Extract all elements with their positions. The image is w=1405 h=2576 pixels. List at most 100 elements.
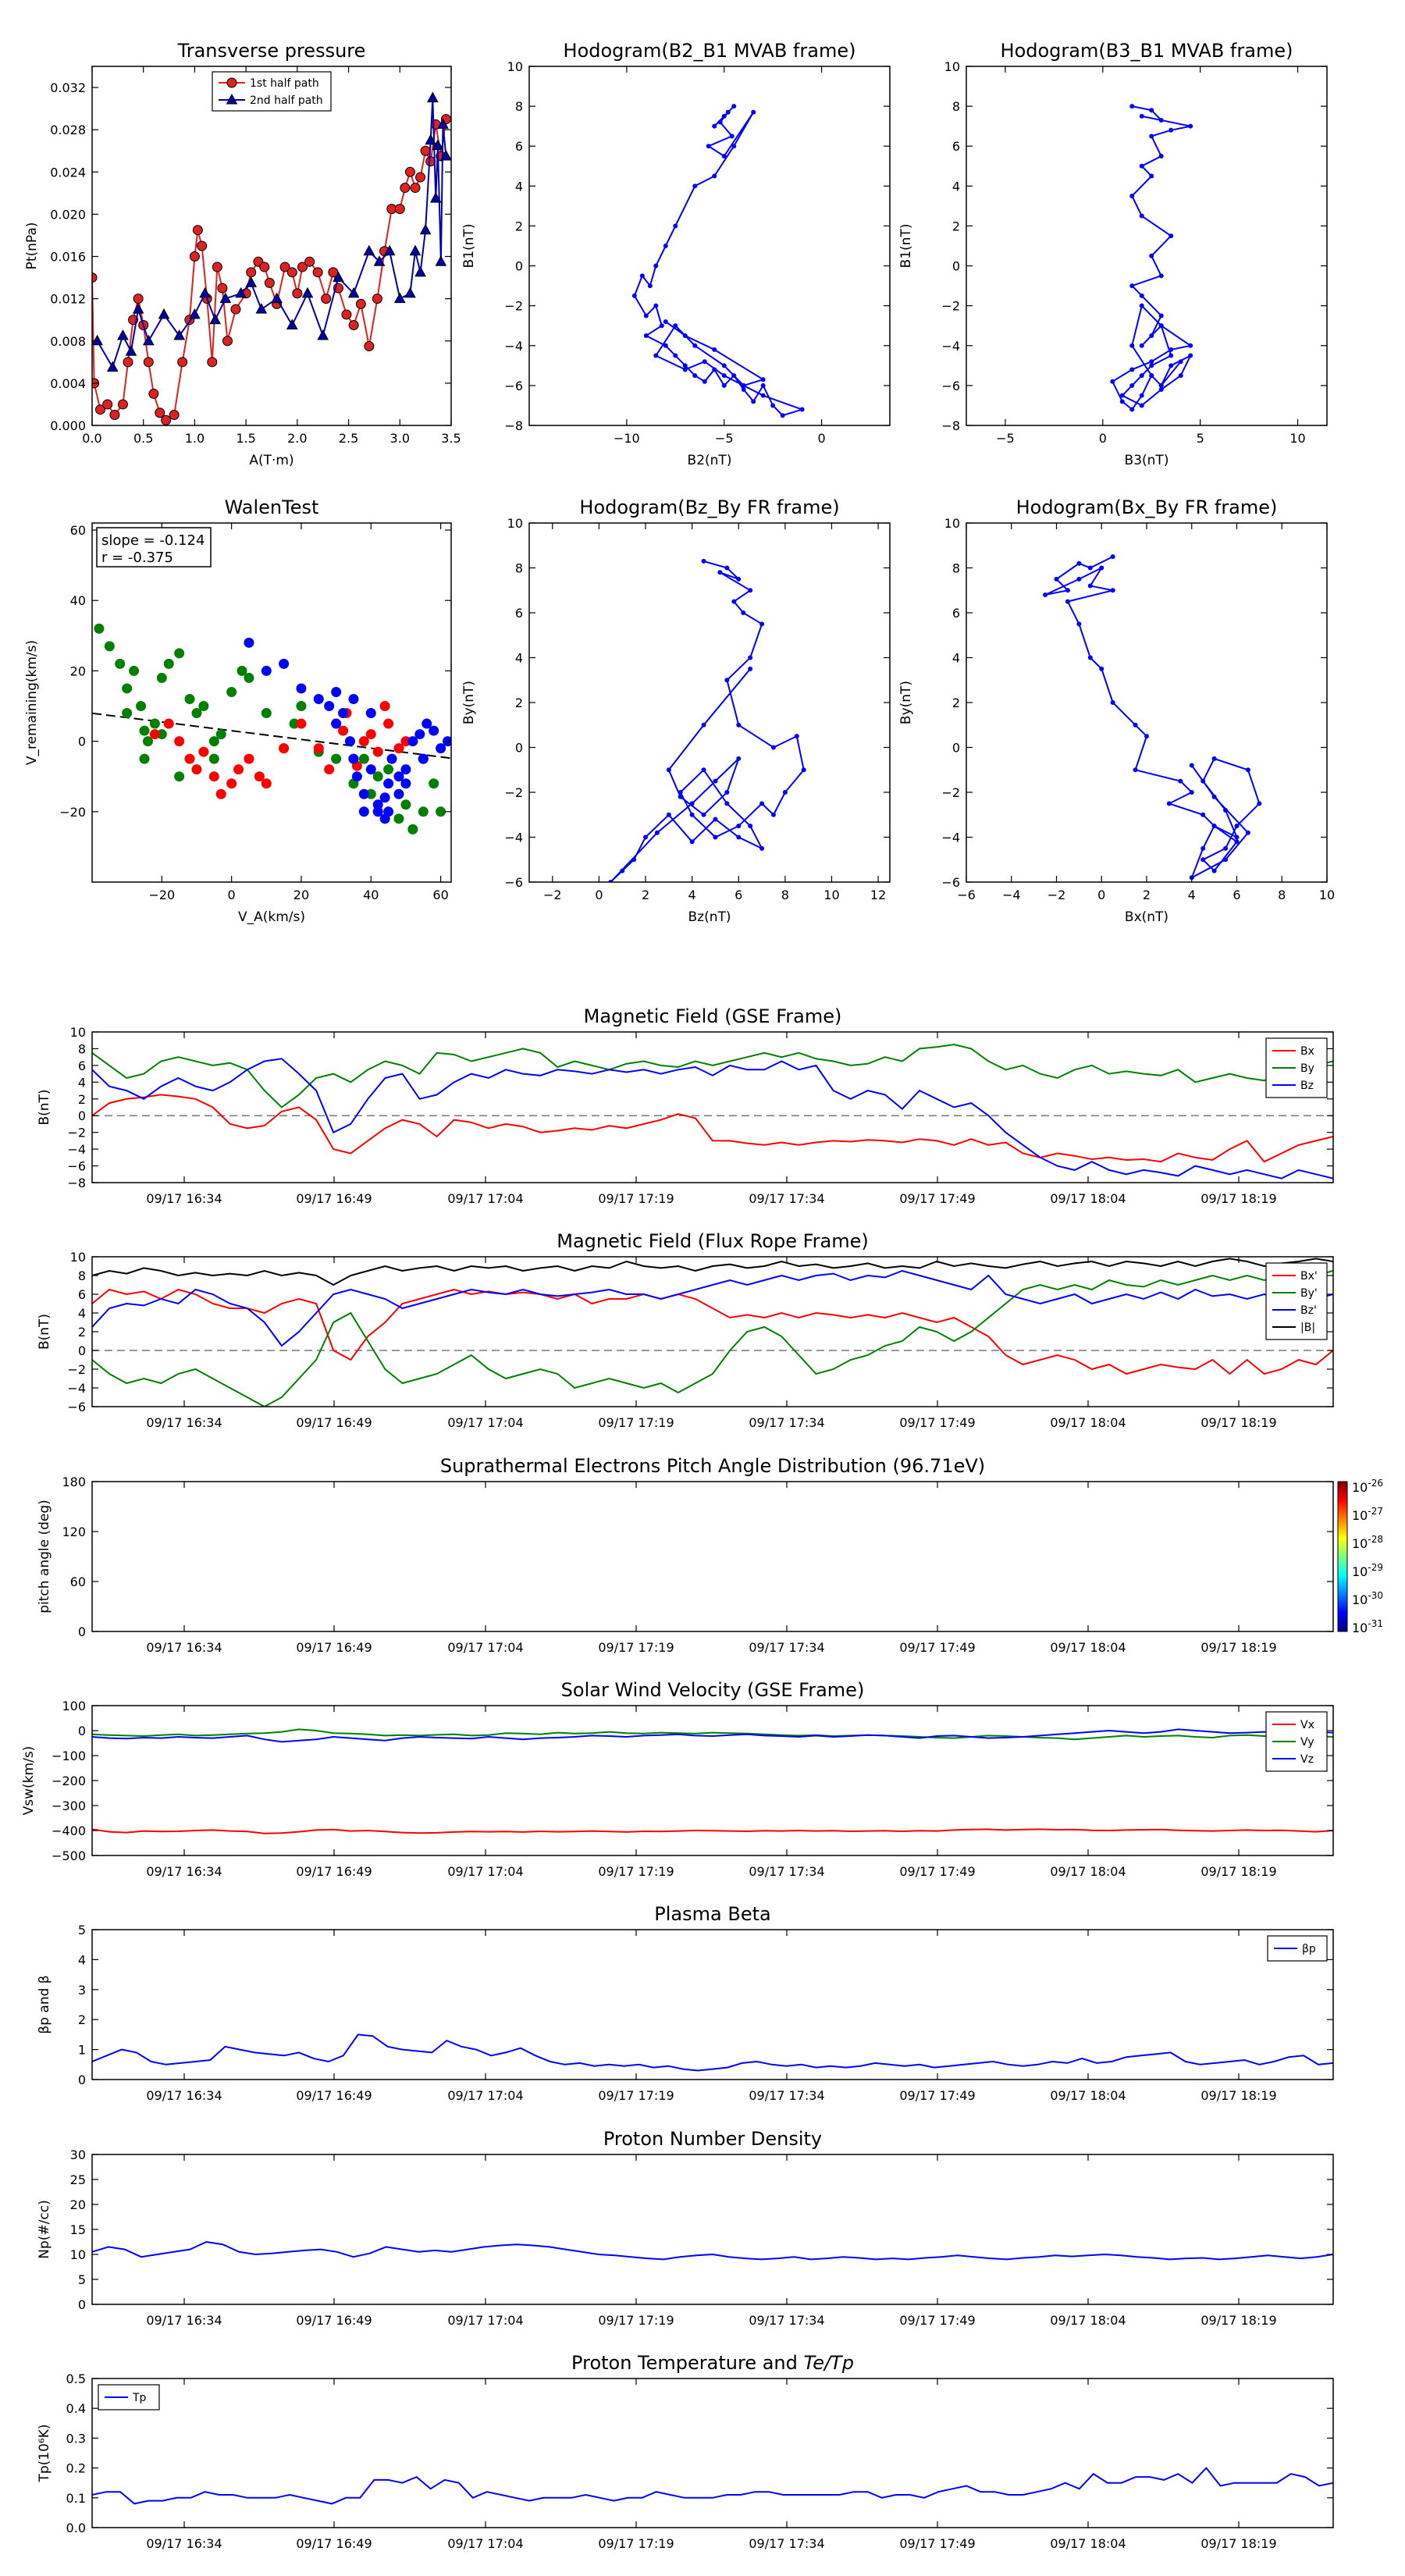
data-point [279, 658, 290, 669]
data-point [261, 665, 272, 676]
data-point [437, 118, 449, 129]
y-tick-label: 25 [70, 2172, 86, 2187]
y-tick-label: 0 [78, 1343, 86, 1358]
legend-label: 2nd half path [250, 94, 323, 107]
series-line-by [92, 1270, 1333, 1407]
data-point [751, 399, 756, 404]
data-point [760, 393, 766, 398]
data-point [647, 283, 653, 289]
data-point [331, 753, 342, 764]
y-tick-label: 3 [78, 1983, 86, 1998]
y-tick-label: −300 [52, 1799, 86, 1813]
data-point [706, 144, 711, 149]
data-point [372, 806, 383, 817]
data-point [198, 701, 209, 712]
data-point [331, 718, 342, 729]
data-point [400, 799, 411, 810]
data-point [163, 658, 174, 669]
data-point [212, 262, 222, 272]
series-line-vx [92, 1828, 1333, 1834]
data-point [1168, 347, 1174, 352]
x-tick-label: 2 [642, 888, 649, 902]
data-point [1129, 104, 1135, 109]
data-point [736, 576, 742, 582]
title-math: Te/Tp [804, 2352, 854, 2374]
x-tick-label: 0.5 [133, 431, 153, 446]
y-tick-label: 10 [944, 516, 960, 531]
data-point [643, 313, 649, 318]
data-point [721, 113, 727, 119]
data-point [429, 778, 439, 789]
data-point [1158, 382, 1164, 388]
colorbar-gradient [1337, 1481, 1348, 1632]
y-tick-label: 2 [78, 1325, 86, 1340]
data-point [1129, 343, 1135, 348]
x-tick-label: −4 [1002, 888, 1021, 902]
data-point [1189, 763, 1194, 768]
data-point [1200, 845, 1206, 851]
data-point [1158, 323, 1164, 329]
time-tick-label: 09/17 16:49 [296, 2088, 372, 2103]
data-point [741, 382, 746, 388]
data-point [358, 788, 369, 799]
y-tick-label: −2 [504, 785, 523, 800]
y-tick-label: 100 [62, 1699, 86, 1713]
data-point [133, 294, 144, 304]
panel-ts1: −8 −6 −4 −2 02 4 6 810 09/17 16:34 09/17 16:49 09/… [37, 1005, 1334, 1206]
y-tick-label: −8 [504, 418, 523, 433]
data-point [631, 293, 637, 298]
data-point [393, 788, 404, 799]
data-point [109, 409, 120, 420]
x-tick-label: 2 [1143, 888, 1151, 902]
data-point [721, 154, 727, 158]
panel-title: Suprathermal Electrons Pitch Angle Distr… [440, 1455, 985, 1477]
y-tick-label: 0 [78, 2073, 86, 2087]
y-tick-label: 4 [78, 1075, 86, 1090]
time-tick-label: 09/17 16:34 [146, 2088, 222, 2103]
y-tick-label: 0.0 [66, 2521, 86, 2535]
data-point [1211, 824, 1217, 829]
data-point [174, 771, 185, 782]
data-point [702, 379, 707, 384]
data-point [736, 834, 742, 840]
time-tick-label: 09/17 18:04 [1050, 2536, 1126, 2551]
data-point [365, 764, 376, 775]
x-tick-label: 2.0 [287, 431, 307, 446]
data-point [348, 693, 359, 704]
time-tick-label: 09/17 18:04 [1050, 2313, 1126, 2328]
data-point [770, 403, 776, 408]
data-point [312, 267, 323, 278]
y-tick-label: 0 [78, 1108, 86, 1123]
y-axis-label: Pt(nPa) [24, 222, 40, 270]
data-point [301, 286, 314, 298]
data-point [363, 244, 375, 256]
data-point [689, 839, 695, 845]
data-point [702, 359, 707, 365]
time-tick-label: 09/17 17:34 [749, 2313, 824, 2328]
data-point [1149, 253, 1154, 258]
legend: Bx' By' Bz' |B| [1265, 1262, 1328, 1340]
data-point [102, 399, 113, 410]
x-tick-label: 0 [1099, 431, 1107, 446]
data-point [736, 722, 742, 728]
data-point [1129, 367, 1135, 372]
data-point [261, 778, 272, 789]
plot-area [631, 104, 805, 418]
y-tick-label: 8 [78, 1041, 86, 1056]
data-point [1119, 399, 1125, 404]
data-point [1139, 343, 1144, 348]
data-point [721, 373, 727, 379]
y-tick-label: 5 [78, 1923, 86, 1937]
data-point [217, 283, 228, 294]
colorbar-exponent: -30 [1368, 1590, 1383, 1601]
stats-text: r = -0.375 [101, 550, 173, 566]
axes-frame [91, 2378, 1334, 2528]
data-point [770, 812, 776, 817]
data-point [148, 388, 159, 399]
y-tick-label: 4 [952, 179, 960, 194]
axes-frame [91, 1481, 1334, 1632]
panel-ts5: 0 1 2 3 4 5 09/17 16:34 09/17 16:49 09/17 17:04 0… [37, 1903, 1334, 2103]
data-point [1149, 108, 1154, 113]
x-tick-label: 1.5 [236, 431, 255, 446]
data-point [132, 303, 144, 314]
